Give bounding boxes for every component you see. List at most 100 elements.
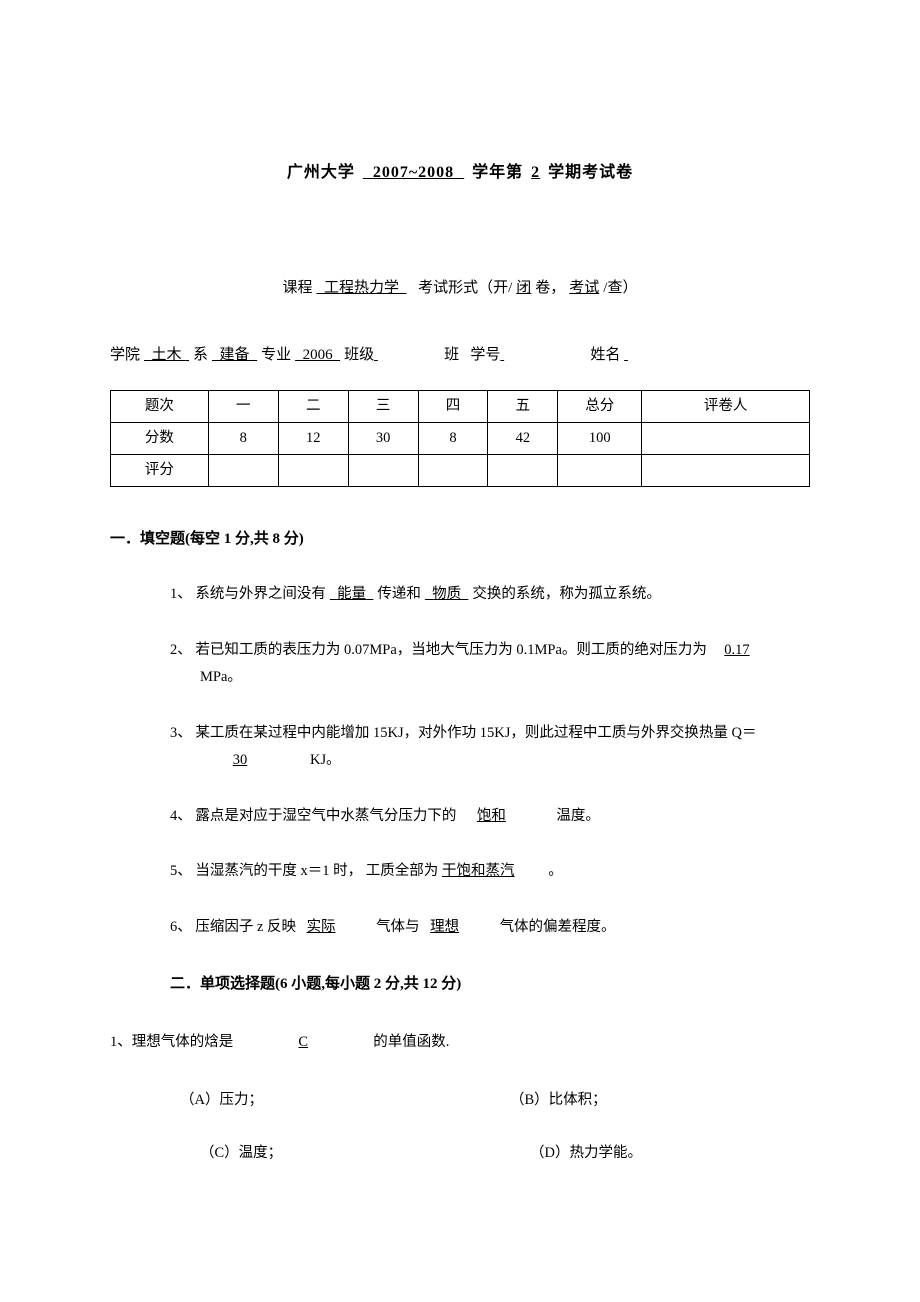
q6-a1: 实际 bbox=[296, 914, 376, 942]
score-grader bbox=[642, 422, 810, 454]
grade-3 bbox=[348, 454, 418, 486]
q6-a2: 理想 bbox=[420, 914, 500, 942]
th-2: 二 bbox=[278, 390, 348, 422]
semester-post: 学期考试卷 bbox=[548, 164, 633, 181]
q3-num: 3、 bbox=[170, 725, 192, 741]
q1-a2: 物质 bbox=[421, 586, 473, 602]
section2-title: 二．单项选择题(6 小题,每小题 2 分,共 12 分) bbox=[170, 972, 810, 996]
major: 2006 bbox=[291, 347, 344, 363]
th-1: 一 bbox=[208, 390, 278, 422]
th-total: 总分 bbox=[558, 390, 642, 422]
q6-post: 气体的偏差程度。 bbox=[500, 919, 616, 935]
student-info: 学院 土木 系 建备 专业 2006 班级 班 学号 姓名 bbox=[110, 340, 810, 370]
q5-post: 。 bbox=[548, 863, 563, 879]
score-2: 12 bbox=[278, 422, 348, 454]
exam-word: 考试 bbox=[565, 280, 603, 296]
q4-pre: 露点是对应于湿空气中水蒸气分压力下的 bbox=[195, 808, 456, 824]
semester-pre: 学年第 bbox=[472, 164, 523, 181]
q5-a: 干饱和蒸汽 bbox=[438, 858, 548, 886]
q1-post: 交换的系统，称为孤立系统。 bbox=[472, 586, 661, 602]
q3-pre: 某工质在某过程中内能增加 15KJ，对外作功 15KJ，则此过程中工质与外界交换… bbox=[195, 725, 756, 741]
grade-5 bbox=[488, 454, 558, 486]
mc1-pre: 理想气体的焓是 bbox=[132, 1034, 234, 1050]
form-end: /查） bbox=[603, 280, 637, 296]
question-3: 3、 某工质在某过程中内能增加 15KJ，对外作功 15KJ，则此过程中工质与外… bbox=[170, 720, 810, 775]
q4-post: 温度。 bbox=[556, 808, 600, 824]
form-value: 闭 bbox=[512, 280, 535, 296]
score-5: 42 bbox=[488, 422, 558, 454]
id-blank bbox=[500, 340, 590, 370]
class-blank bbox=[374, 340, 444, 370]
q2-pre: 若已知工质的表压力为 0.07MPa，当地大气压力为 0.1MPa。则工质的绝对… bbox=[195, 642, 707, 658]
q2-a: 0.17 bbox=[707, 637, 797, 665]
score-total: 100 bbox=[558, 422, 642, 454]
question-5: 5、 当湿蒸汽的干度 x＝1 时， 工质全部为干饱和蒸汽。 bbox=[170, 858, 810, 886]
q6-mid: 气体与 bbox=[376, 919, 420, 935]
form-mid: 卷， bbox=[535, 280, 565, 296]
section1-title: 一．填空题(每空 1 分,共 8 分) bbox=[110, 527, 810, 551]
q5-pre: 当湿蒸汽的干度 x＝1 时， 工质全部为 bbox=[195, 863, 438, 879]
dept: 建备 bbox=[208, 347, 261, 363]
q2-num: 2、 bbox=[170, 642, 192, 658]
th-5: 五 bbox=[488, 390, 558, 422]
semester-num: 2 bbox=[523, 164, 548, 181]
course-line: 课程 工程热力学 考试形式（开/闭卷，考试/查） bbox=[110, 276, 810, 300]
question-4: 4、 露点是对应于湿空气中水蒸气分压力下的饱和温度。 bbox=[170, 803, 810, 831]
exam-title: 广州大学 2007~2008 学年第2学期考试卷 bbox=[110, 160, 810, 186]
mc-question-1: 1、理想气体的焓是C的单值函数. bbox=[110, 1031, 810, 1054]
th-label: 题次 bbox=[111, 390, 209, 422]
table-scores-row: 分数 8 12 30 8 42 100 bbox=[111, 422, 810, 454]
grade-2 bbox=[278, 454, 348, 486]
question-1: 1、 系统与外界之间没有 能量 传递和 物质 交换的系统，称为孤立系统。 bbox=[170, 581, 810, 609]
q4-a: 饱和 bbox=[456, 803, 556, 831]
grade-total bbox=[558, 454, 642, 486]
name-blank bbox=[624, 340, 794, 370]
class-word: 班 bbox=[444, 347, 459, 363]
q2-post: MPa。 bbox=[200, 669, 242, 685]
score-table: 题次 一 二 三 四 五 总分 评卷人 分数 8 12 30 8 42 100 … bbox=[110, 390, 810, 488]
name-label: 姓名 bbox=[590, 347, 620, 363]
question-2: 2、 若已知工质的表压力为 0.07MPa，当地大气压力为 0.1MPa。则工质… bbox=[170, 637, 810, 692]
mc1-opt-d: （D）热力学能。 bbox=[530, 1142, 810, 1165]
mc1-opt-c: （C）温度； bbox=[200, 1142, 530, 1165]
mc1-num: 1、 bbox=[110, 1034, 132, 1050]
college: 土木 bbox=[140, 347, 193, 363]
q3-post: KJ。 bbox=[310, 752, 341, 768]
q6-pre: 压缩因子 z 反映 bbox=[195, 919, 296, 935]
mc1-ans: C bbox=[233, 1031, 373, 1054]
q1-a1: 能量 bbox=[326, 586, 378, 602]
q6-num: 6、 bbox=[170, 919, 192, 935]
grade-label: 评分 bbox=[111, 454, 209, 486]
scores-label: 分数 bbox=[111, 422, 209, 454]
q1-pre: 系统与外界之间没有 bbox=[195, 586, 326, 602]
q1-mid1: 传递和 bbox=[377, 586, 421, 602]
course-name: 工程热力学 bbox=[313, 280, 411, 296]
form-label: 考试形式（开/ bbox=[418, 280, 512, 296]
grade-grader bbox=[642, 454, 810, 486]
th-3: 三 bbox=[348, 390, 418, 422]
q3-a: 30 bbox=[200, 747, 310, 775]
th-grader: 评卷人 bbox=[642, 390, 810, 422]
score-1: 8 bbox=[208, 422, 278, 454]
id-label: 学号 bbox=[470, 347, 500, 363]
course-label: 课程 bbox=[283, 280, 313, 296]
q5-num: 5、 bbox=[170, 863, 192, 879]
q4-num: 4、 bbox=[170, 808, 192, 824]
grade-1 bbox=[208, 454, 278, 486]
class-label: 班级 bbox=[344, 347, 374, 363]
table-header-row: 题次 一 二 三 四 五 总分 评卷人 bbox=[111, 390, 810, 422]
dept-label: 系 bbox=[193, 347, 208, 363]
university-name: 广州大学 bbox=[287, 164, 355, 181]
th-4: 四 bbox=[418, 390, 488, 422]
year-range: 2007~2008 bbox=[355, 164, 472, 181]
q1-num: 1、 bbox=[170, 586, 192, 602]
table-grade-row: 评分 bbox=[111, 454, 810, 486]
mc1-opt-b: （B）比体积； bbox=[510, 1089, 810, 1112]
grade-4 bbox=[418, 454, 488, 486]
college-label: 学院 bbox=[110, 347, 140, 363]
mc1-options-row1: （A）压力； （B）比体积； bbox=[180, 1089, 810, 1112]
mc1-post: 的单值函数. bbox=[373, 1034, 449, 1050]
question-6: 6、 压缩因子 z 反映实际气体与理想气体的偏差程度。 bbox=[170, 914, 810, 942]
score-3: 30 bbox=[348, 422, 418, 454]
mc1-options-row2: （C）温度； （D）热力学能。 bbox=[200, 1142, 810, 1165]
